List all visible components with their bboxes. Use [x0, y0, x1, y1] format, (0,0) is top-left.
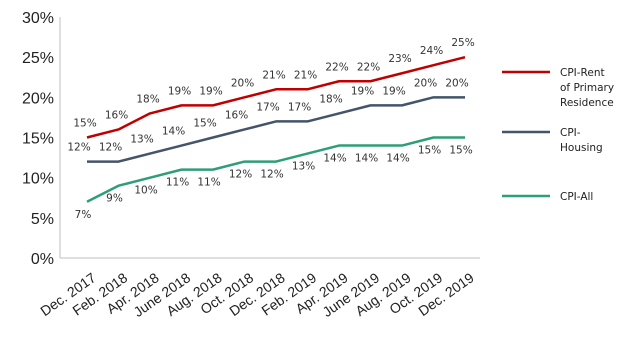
data-label: 14% — [323, 153, 346, 165]
y-tick-label: 5% — [31, 211, 54, 228]
legend-label: of Primary — [560, 82, 614, 94]
data-label: 15% — [449, 145, 472, 157]
data-label: 10% — [134, 185, 157, 197]
data-label: 11% — [166, 177, 189, 189]
data-label: 20% — [231, 77, 254, 89]
data-label: 14% — [386, 153, 409, 165]
data-label: 24% — [420, 45, 443, 57]
data-label: 15% — [418, 145, 441, 157]
data-label: 12% — [99, 142, 122, 154]
legend-label: Residence — [560, 97, 614, 109]
data-label: 22% — [357, 61, 380, 73]
legend-label: Housing — [560, 142, 603, 154]
data-label: 12% — [67, 142, 90, 154]
legend-label: CPI-Rent — [560, 67, 605, 79]
series-line-1 — [86, 55, 466, 139]
data-label: 16% — [225, 109, 248, 121]
data-label: 19% — [199, 85, 222, 97]
legend-label: CPI- — [560, 127, 581, 139]
data-label: 23% — [388, 53, 411, 65]
data-label: 14% — [355, 153, 378, 165]
data-label: 19% — [382, 85, 405, 97]
series-line-2 — [87, 96, 465, 163]
data-label: 18% — [136, 93, 159, 105]
data-label: 17% — [256, 101, 279, 113]
data-label: 16% — [105, 109, 128, 121]
data-label: 12% — [229, 169, 252, 181]
data-label: 19% — [168, 85, 191, 97]
data-label: 9% — [106, 193, 123, 205]
data-label: 14% — [162, 126, 185, 138]
data-label: 20% — [445, 77, 468, 89]
legend-label: CPI-All — [560, 191, 593, 203]
data-label: 17% — [288, 101, 311, 113]
y-tick-label: 15% — [22, 131, 54, 148]
data-label: 20% — [414, 77, 437, 89]
data-label: 22% — [325, 61, 348, 73]
data-label: 7% — [75, 209, 92, 221]
y-tick-label: 30% — [22, 10, 54, 27]
data-label: 13% — [130, 134, 153, 146]
data-label: 19% — [351, 85, 374, 97]
y-tick-label: 0% — [31, 251, 54, 268]
data-label: 15% — [73, 118, 96, 130]
y-tick-label: 25% — [22, 50, 54, 67]
data-label: 12% — [260, 169, 283, 181]
data-label: 18% — [319, 93, 342, 105]
y-tick-label: 20% — [22, 90, 54, 107]
series-line-3 — [86, 136, 465, 203]
data-label: 15% — [193, 118, 216, 130]
y-tick-label: 10% — [22, 171, 54, 188]
data-label: 21% — [294, 69, 317, 81]
data-label: 13% — [292, 161, 315, 173]
data-label: 11% — [197, 177, 220, 189]
data-label: 25% — [451, 37, 474, 49]
data-label: 21% — [262, 69, 285, 81]
